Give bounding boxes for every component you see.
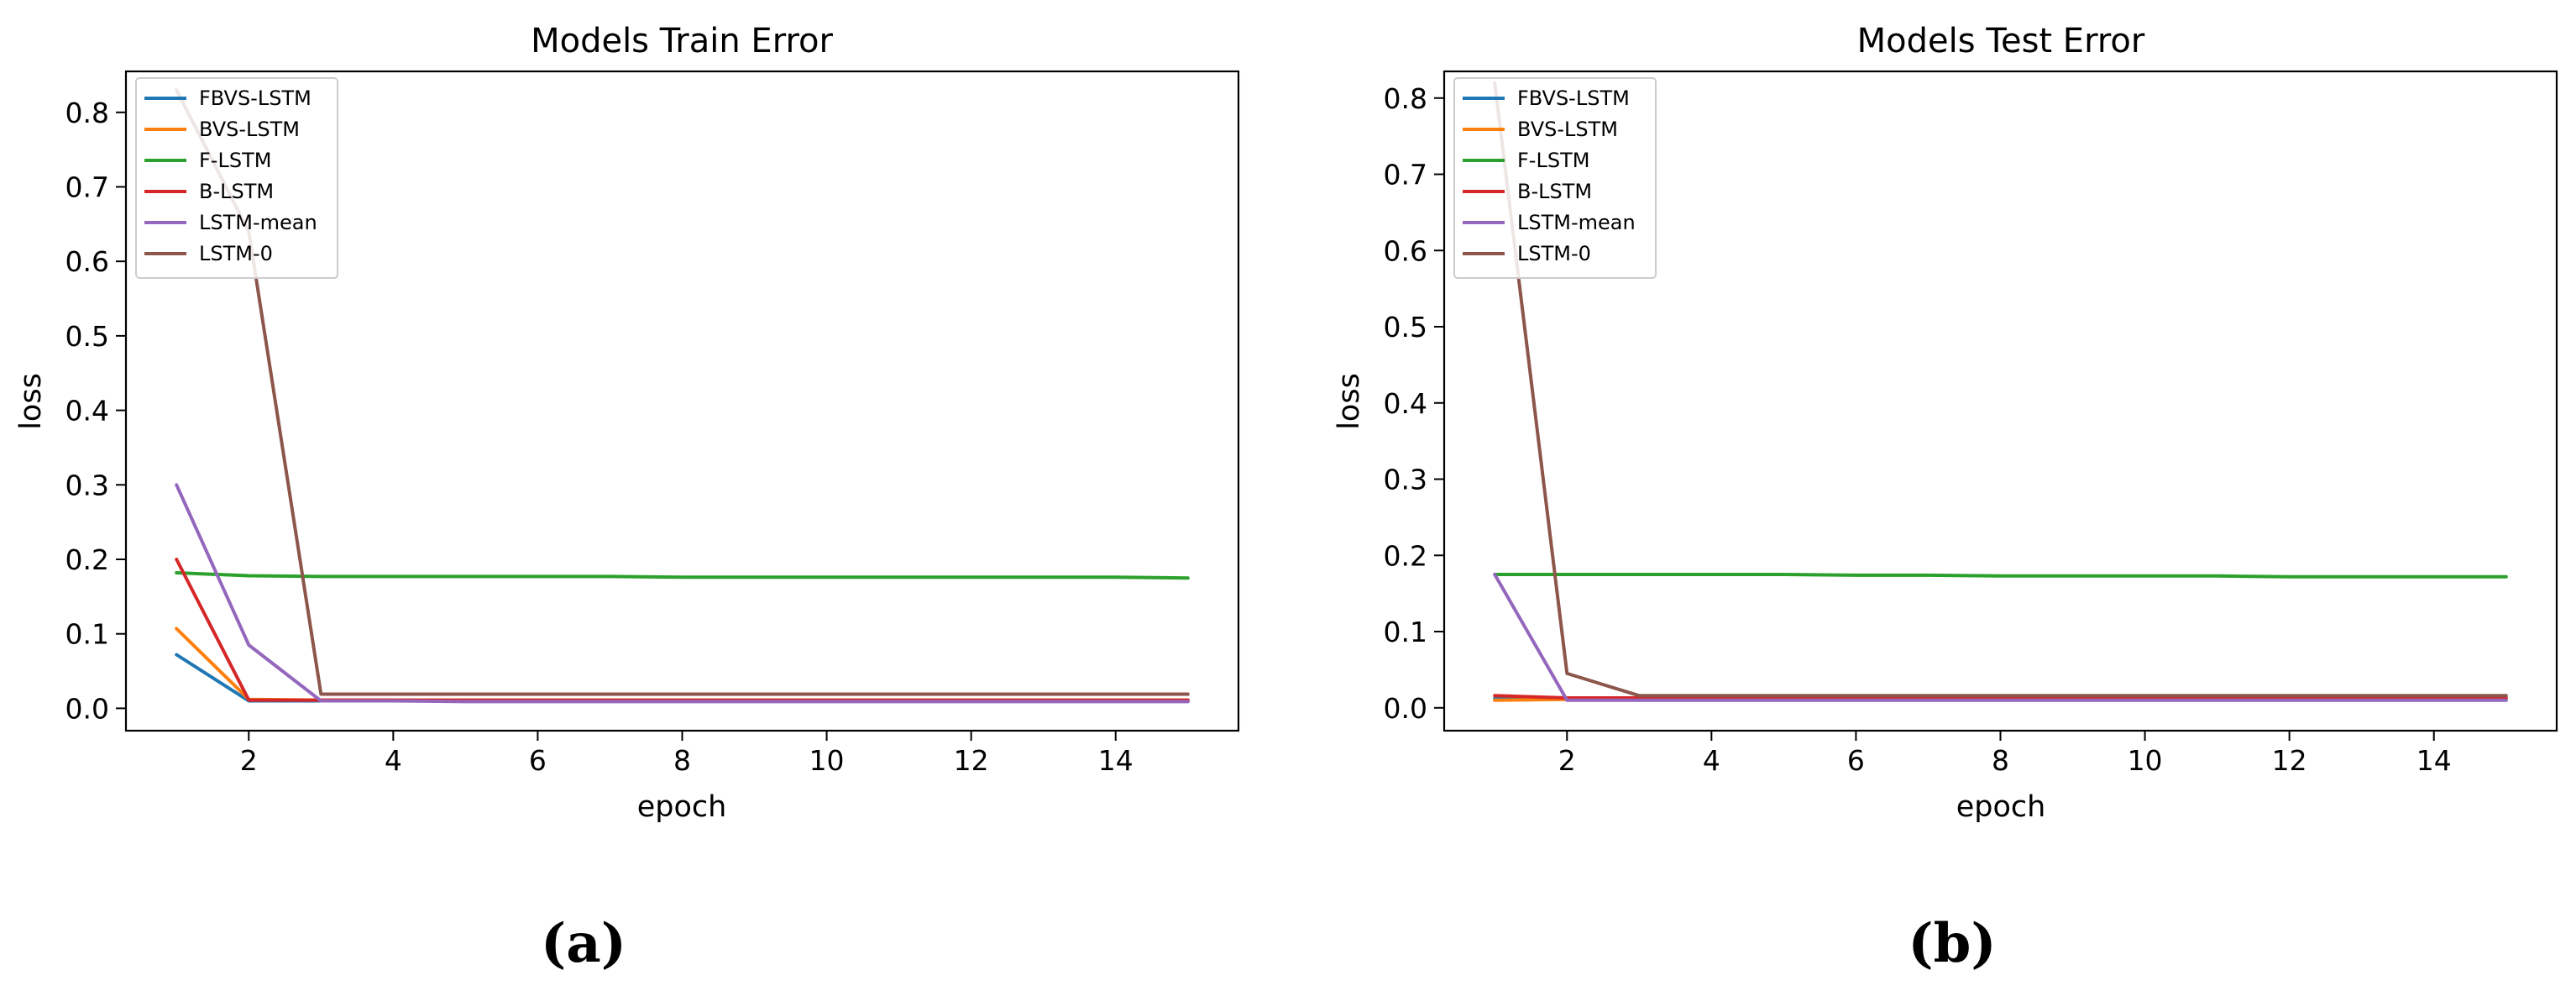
y-tick-label: 0.2 (1384, 539, 1427, 572)
x-tick-label: 12 (954, 744, 989, 777)
axes-frame (1442, 70, 2558, 732)
chart-panel-train: Models Train Error 2 4 6 8 10 12 14 0.0 0.1 0.2 0.… (14, 22, 1240, 975)
x-tick-label: 10 (809, 744, 845, 777)
series-line-lstm-0 (175, 88, 1190, 696)
x-tick-label: 8 (1992, 744, 2009, 777)
series-line-f-lstm (175, 571, 1190, 580)
y-tick-label: 0.1 (65, 618, 109, 651)
panel-label: (b) (1908, 912, 1996, 975)
x-tick-label: 14 (2416, 744, 2452, 777)
y-tick-label: 0.8 (1384, 82, 1427, 115)
axes-frame (124, 70, 1240, 732)
y-tick-label: 0.4 (1384, 387, 1427, 420)
x-tick-label: 4 (1703, 744, 1720, 777)
series-line-b-lstm (1493, 694, 2508, 700)
y-tick-label: 0.3 (1384, 464, 1427, 496)
y-tick-label: 0.5 (65, 320, 109, 353)
legend-label: BVS-LSTM (1517, 118, 1618, 141)
legend-label: LSTM-mean (199, 211, 317, 234)
legend-label: F-LSTM (199, 149, 271, 172)
y-tick-label: 0.7 (65, 170, 109, 203)
series-line-lstm-0 (1493, 81, 2508, 698)
x-tick-label: 2 (1558, 744, 1576, 777)
legend-label: LSTM-mean (1517, 211, 1636, 234)
legend-label: LSTM-0 (199, 242, 273, 265)
x-tick-label: 4 (385, 744, 402, 777)
plot-area: 2 4 6 8 10 12 14 0.0 0.1 0.2 0.3 0.4 0.5 0.6 0.7 0.8 (1384, 81, 2508, 777)
legend-label: FBVS-LSTM (1517, 87, 1630, 110)
y-tick-label: 0.4 (65, 395, 109, 427)
series-line-lstm-mean (175, 483, 1190, 704)
y-tick-label: 0.0 (65, 692, 109, 725)
y-tick-label: 0.2 (65, 543, 109, 576)
y-tick-label: 0.1 (1384, 616, 1427, 648)
y-tick-label: 0.6 (65, 245, 109, 278)
legend: FBVS-LSTM BVS-LSTM F-LSTM B-LSTM LSTM-mean LS… (1453, 77, 1657, 279)
legend-label: FBVS-LSTM (199, 87, 312, 110)
x-axis-label: epoch (637, 790, 727, 824)
x-axis-label: epoch (1956, 790, 2046, 824)
x-tick-label: 12 (2272, 744, 2307, 777)
chart-title: Models Train Error (531, 22, 833, 60)
y-tick-label: 0.7 (1384, 159, 1427, 191)
y-axis-label: loss (14, 373, 48, 430)
y-tick-label: 0.5 (1384, 311, 1427, 344)
x-tick-label: 6 (529, 744, 547, 777)
series-line-f-lstm (1493, 573, 2508, 579)
x-tick-label: 8 (673, 744, 691, 777)
x-tick-label: 14 (1098, 744, 1134, 777)
legend: FBVS-LSTM BVS-LSTM F-LSTM B-LSTM LSTM-mean LS… (135, 77, 338, 279)
x-tick-label: 6 (1847, 744, 1865, 777)
legend-label: BVS-LSTM (199, 118, 300, 141)
plot-area: 2 4 6 8 10 12 14 0.0 0.1 0.2 0.3 0.4 0.5 0.6 0.7 0.8 (65, 88, 1190, 777)
series-line-lstm-mean (1493, 573, 2508, 702)
y-tick-label: 0.3 (65, 469, 109, 501)
legend-label: F-LSTM (1517, 149, 1589, 172)
x-tick-label: 10 (2128, 744, 2163, 777)
panel-label: (a) (541, 912, 626, 975)
y-axis-label: loss (1333, 373, 1366, 430)
x-tick-label: 2 (240, 744, 258, 777)
chart-panel-test: Models Test Error 2 4 6 8 10 12 14 0.0 0.1 0.2 0.3… (1333, 22, 2558, 975)
legend-label: B-LSTM (199, 180, 274, 203)
chart-title: Models Test Error (1857, 22, 2145, 60)
legend-label: B-LSTM (1517, 180, 1592, 203)
y-tick-label: 0.0 (1384, 692, 1427, 725)
y-tick-label: 0.6 (1384, 234, 1427, 267)
legend-label: LSTM-0 (1517, 242, 1591, 265)
y-tick-label: 0.8 (65, 97, 109, 129)
